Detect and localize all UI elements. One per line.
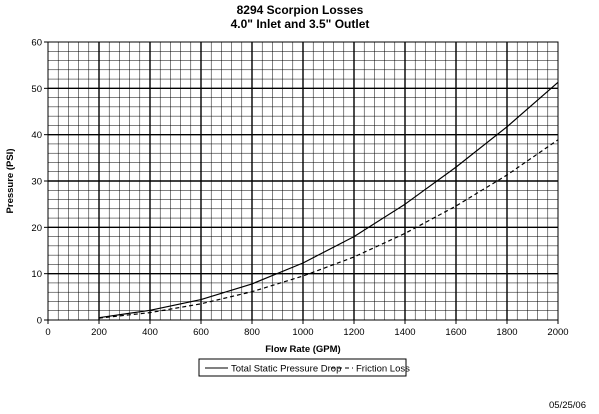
y-tick-label: 0 xyxy=(37,316,42,327)
y-tick-label: 10 xyxy=(31,269,42,280)
y-axis-ticks: 0 10 20 30 40 50 60 xyxy=(31,38,48,327)
legend-box xyxy=(198,358,407,377)
x-axis-ticks: 0 200 400 600 800 1000 1200 1400 1600 1800 2000 xyxy=(45,320,569,338)
x-tick-label: 200 xyxy=(91,327,107,338)
legend-label-total-static-pressure-drop: Total Static Pressure Drop xyxy=(231,364,341,375)
y-tick-label: 30 xyxy=(31,177,42,188)
series-line-total-static-pressure-drop xyxy=(98,81,559,319)
x-tick-label: 0 xyxy=(45,327,50,338)
x-tick-label: 400 xyxy=(142,327,158,338)
y-tick-label: 60 xyxy=(31,38,42,49)
x-axis-title: Flow Rate (GPM) xyxy=(265,344,340,355)
x-tick-label: 1000 xyxy=(292,327,313,338)
x-tick-label: 2000 xyxy=(547,327,568,338)
x-tick-label: 1200 xyxy=(343,327,364,338)
chart-subtitle: 4.0" Inlet and 3.5" Outlet xyxy=(231,17,370,31)
legend: Total Static Pressure Drop Friction Loss xyxy=(198,358,410,377)
y-tick-label: 40 xyxy=(31,130,42,141)
date-stamp: 05/25/06 xyxy=(549,400,586,411)
x-tick-label: 800 xyxy=(244,327,260,338)
y-axis-title: Pressure (PSI) xyxy=(5,149,16,214)
chart-title: 8294 Scorpion Losses xyxy=(237,3,364,17)
major-grid xyxy=(48,42,558,320)
x-tick-label: 1400 xyxy=(394,327,415,338)
series-line-friction-loss xyxy=(98,139,559,319)
x-tick-label: 1800 xyxy=(496,327,517,338)
legend-label-friction-loss: Friction Loss xyxy=(356,364,410,375)
y-tick-label: 50 xyxy=(31,84,42,95)
x-tick-label: 600 xyxy=(193,327,209,338)
x-tick-label: 1600 xyxy=(445,327,466,338)
series-lines xyxy=(98,81,559,319)
y-tick-label: 20 xyxy=(31,223,42,234)
